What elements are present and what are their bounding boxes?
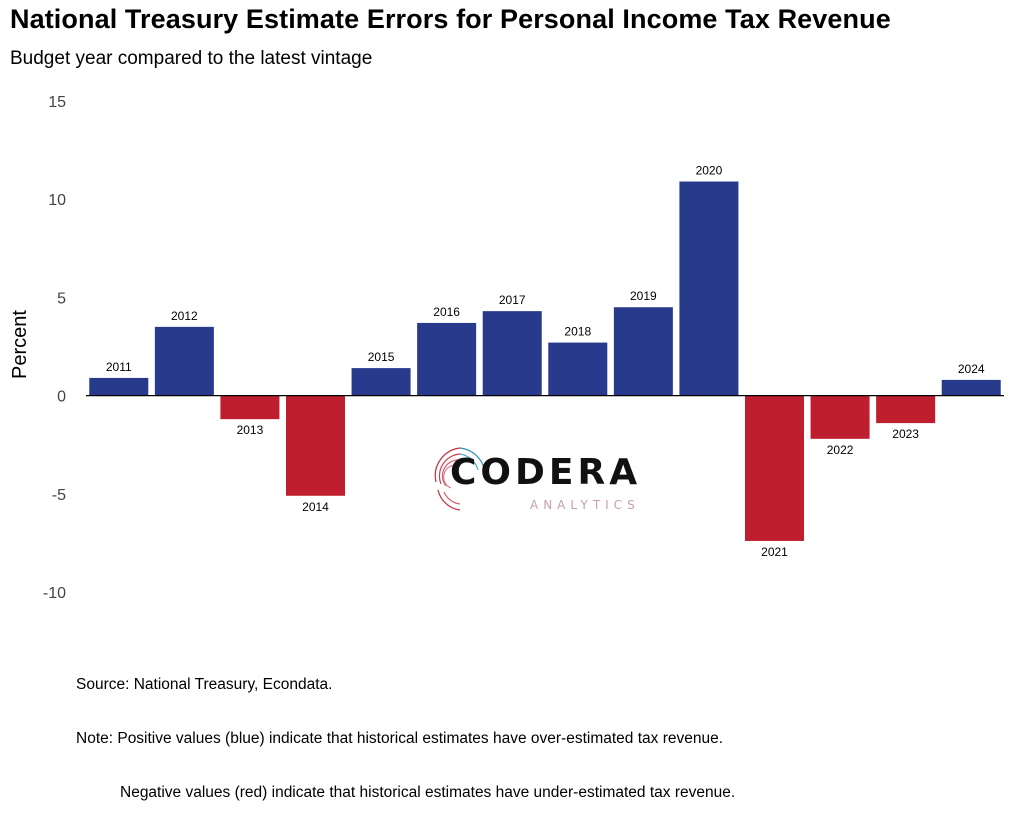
bar-label-2021: 2021 [761,545,788,559]
bar-label-2012: 2012 [171,309,198,323]
bar-2012 [154,326,214,396]
bar-2024 [941,379,1001,396]
bar-2021 [744,395,805,541]
bar-label-2016: 2016 [433,305,460,319]
y-axis-label: Percent [9,310,31,379]
bar-2013 [220,395,280,420]
bar-label-2011: 2011 [106,360,132,374]
bar-2016 [417,322,477,396]
bar-2020 [679,181,739,396]
logo-subtitle: ANALYTICS [530,498,640,512]
chart-title: National Treasury Estimate Errors for Pe… [10,4,891,34]
y-tick-label: -10 [43,585,66,602]
bar-2023 [876,395,936,424]
y-tick-label: 0 [57,389,66,406]
source-note: Source: National Treasury, Econdata. [76,676,333,693]
codera-logo: CODERA ANALYTICS [430,442,650,516]
y-tick-label: 5 [57,290,66,307]
y-tick-label: 15 [48,94,66,111]
bar-2017 [482,311,542,396]
bar-label-2020: 2020 [696,164,723,178]
note-line-1: Note: Positive values (blue) indicate th… [76,730,724,747]
bar-label-2017: 2017 [499,293,526,307]
bar-2019 [613,307,673,396]
chart-notes: Source: National Treasury, Econdata. Not… [76,640,735,820]
bar-2011 [89,377,149,396]
bar-label-2024: 2024 [958,362,985,376]
bar-chart: 15 10 5 0 -5 -10 Percent 2011 2012 2013 2014 2015 20… [9,94,1004,602]
bar-label-2014: 2014 [302,500,329,514]
bar-2015 [351,368,411,396]
bar-label-2023: 2023 [892,427,919,441]
logo-wordmark: CODERA [450,452,642,493]
bar-label-2015: 2015 [368,350,395,364]
bar-2018 [548,342,608,396]
bar-label-2013: 2013 [237,423,264,437]
bar-2022 [810,395,870,439]
bar-label-2019: 2019 [630,289,657,303]
bar-2014 [285,395,346,496]
y-tick-label: 10 [48,192,66,209]
fingerprint-icon [434,447,485,511]
note-line-2: Negative values (red) indicate that hist… [120,784,736,801]
bar-label-2022: 2022 [827,443,854,457]
y-tick-label: -5 [52,487,66,504]
chart-subtitle: Budget year compared to the latest vinta… [10,48,373,69]
bar-label-2018: 2018 [564,325,591,339]
